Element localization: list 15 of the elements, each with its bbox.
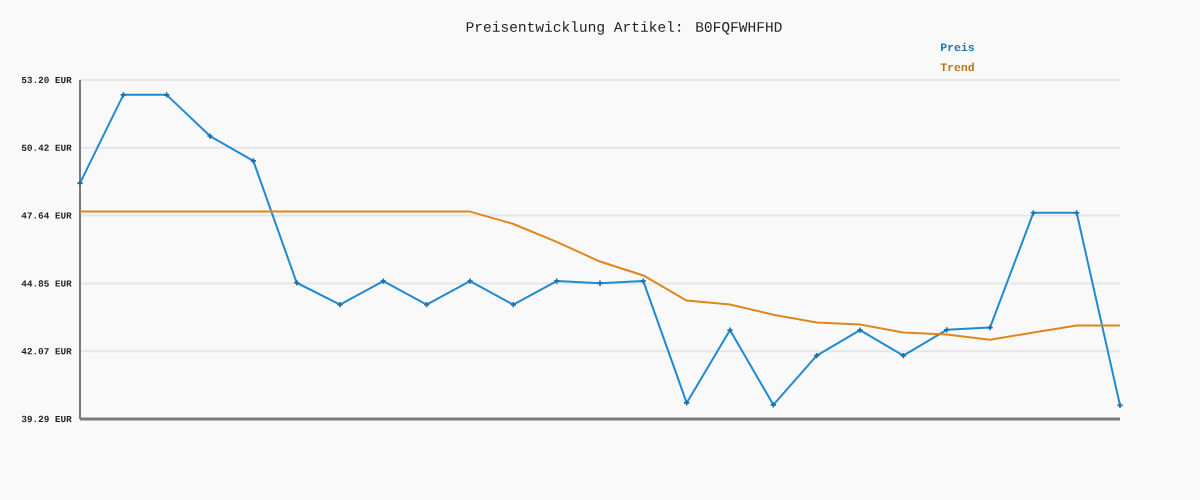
y-tick-label: 44.85 EUR [21,280,72,287]
y-tick-label: 53.20 EUR [21,76,72,84]
point [596,279,604,287]
text: Trend [940,62,974,72]
point [466,277,474,285]
point [856,326,864,334]
y-tick-label: 39.29 EUR [21,415,72,423]
point [726,326,734,334]
point [206,132,214,140]
text: Preis [941,42,974,52]
y-tick-label: 47.64 EUR [21,212,72,219]
point [336,301,344,309]
y-tick-label: 42.07 EUR [21,348,72,355]
y-tick-label: 50.42 EUR [21,144,72,151]
chart-title: Preisentwicklung Artikel: B0FQFWHFHD [466,21,782,35]
